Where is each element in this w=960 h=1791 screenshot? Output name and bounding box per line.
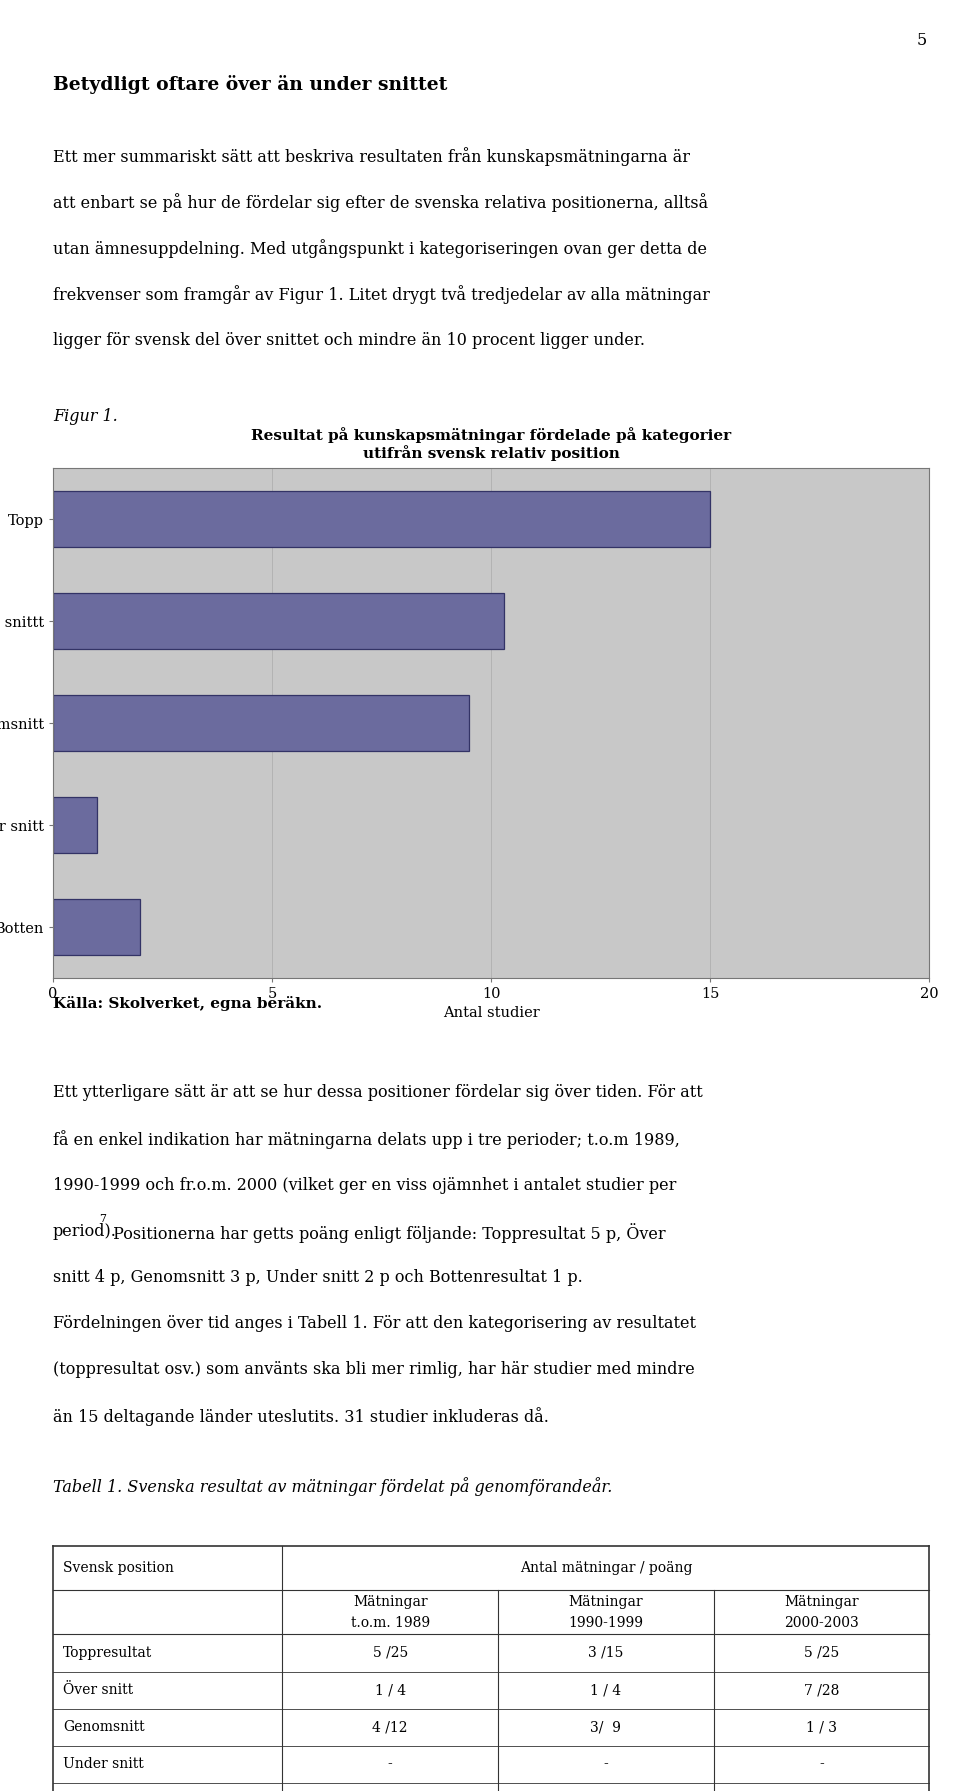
Text: Toppresultat: Toppresultat [63, 1646, 153, 1660]
Text: 1990-1999 och fr.o.m. 2000 (vilket ger en viss ojämnhet i antalet studier per: 1990-1999 och fr.o.m. 2000 (vilket ger e… [53, 1177, 676, 1193]
Text: Antal mätningar / poäng: Antal mätningar / poäng [519, 1562, 692, 1576]
Text: än 15 deltagande länder uteslutits. 31 studier inkluderas då.: än 15 deltagande länder uteslutits. 31 s… [53, 1408, 549, 1426]
Text: Över snitt: Över snitt [63, 1684, 133, 1698]
X-axis label: Antal studier: Antal studier [443, 1005, 540, 1019]
Text: 7: 7 [99, 1214, 106, 1223]
Text: 1 / 3: 1 / 3 [806, 1719, 837, 1734]
Bar [53, 593, 504, 650]
Text: -: - [388, 1757, 393, 1771]
Text: 1990-1999: 1990-1999 [568, 1615, 643, 1630]
Title: Resultat på kunskapsmätningar fördelade på kategorier
utifrån svensk relativ pos: Resultat på kunskapsmätningar fördelade … [251, 426, 732, 462]
Text: 4 /12: 4 /12 [372, 1719, 408, 1734]
Text: 5 /25: 5 /25 [804, 1646, 839, 1660]
Text: 7 /28: 7 /28 [804, 1684, 839, 1698]
Text: utan ämnesuppdelning. Med utgångspunkt i kategoriseringen ovan ger detta de: utan ämnesuppdelning. Med utgångspunkt i… [53, 240, 707, 258]
Text: Mätningar: Mätningar [353, 1594, 427, 1608]
Text: 1 / 4: 1 / 4 [590, 1684, 621, 1698]
Text: Tabell 1. Svenska resultat av mätningar fördelat på genomförandeår.: Tabell 1. Svenska resultat av mätningar … [53, 1478, 612, 1495]
Text: 1 / 4: 1 / 4 [374, 1684, 406, 1698]
Text: -: - [819, 1757, 824, 1771]
Text: Mätningar: Mätningar [568, 1594, 643, 1608]
Text: (toppresultat osv.) som använts ska bli mer rimlig, har här studier med mindre: (toppresultat osv.) som använts ska bli … [53, 1361, 694, 1379]
Bar [53, 491, 710, 548]
Bar [53, 797, 97, 853]
Text: att enbart se på hur de fördelar sig efter de svenska relativa positionerna, all: att enbart se på hur de fördelar sig eft… [53, 193, 708, 211]
Text: 3/  9: 3/ 9 [590, 1719, 621, 1734]
Text: 2000-2003: 2000-2003 [784, 1615, 859, 1630]
Text: frekvenser som framgår av Figur 1. Litet drygt två tredjedelar av alla mätningar: frekvenser som framgår av Figur 1. Litet… [53, 285, 709, 304]
Bar [53, 899, 140, 955]
Text: -: - [604, 1757, 609, 1771]
Bar [53, 695, 469, 750]
Text: Svensk position: Svensk position [63, 1562, 174, 1576]
Text: Fördelningen över tid anges i Tabell 1. För att den kategorisering av resultatet: Fördelningen över tid anges i Tabell 1. … [53, 1315, 696, 1333]
Text: 5: 5 [916, 32, 926, 48]
Text: t.o.m. 1989: t.o.m. 1989 [350, 1615, 430, 1630]
Text: Ett ytterligare sätt är att se hur dessa positioner fördelar sig över tiden. För: Ett ytterligare sätt är att se hur dessa… [53, 1084, 703, 1101]
Text: 5 /25: 5 /25 [372, 1646, 408, 1660]
Text: Figur 1.: Figur 1. [53, 408, 117, 424]
Text: ligger för svensk del över snittet och mindre än 10 procent ligger under.: ligger för svensk del över snittet och m… [53, 331, 645, 349]
Text: period).: period). [53, 1223, 117, 1239]
Text: 3 /15: 3 /15 [588, 1646, 624, 1660]
Text: Ett mer summariskt sätt att beskriva resultaten från kunskapsmätningarna är: Ett mer summariskt sätt att beskriva res… [53, 147, 690, 167]
Text: snitt 4 p, Genomsnitt 3 p, Under snitt 2 p och Bottenresultat 1 p.: snitt 4 p, Genomsnitt 3 p, Under snitt 2… [53, 1270, 583, 1286]
Text: Mätningar: Mätningar [784, 1594, 859, 1608]
Text: Källa: Skolverket, egna beräkn.: Källa: Skolverket, egna beräkn. [53, 996, 322, 1012]
Text: Genomsnitt: Genomsnitt [63, 1719, 145, 1734]
Text: få en enkel indikation har mätningarna delats upp i tre perioder; t.o.m 1989,: få en enkel indikation har mätningarna d… [53, 1130, 680, 1150]
Text: Betydligt oftare över än under snittet: Betydligt oftare över än under snittet [53, 75, 447, 95]
Text: Positionerna har getts poäng enligt följande: Toppresultat 5 p, Över: Positionerna har getts poäng enligt följ… [108, 1223, 665, 1243]
Text: Under snitt: Under snitt [63, 1757, 144, 1771]
